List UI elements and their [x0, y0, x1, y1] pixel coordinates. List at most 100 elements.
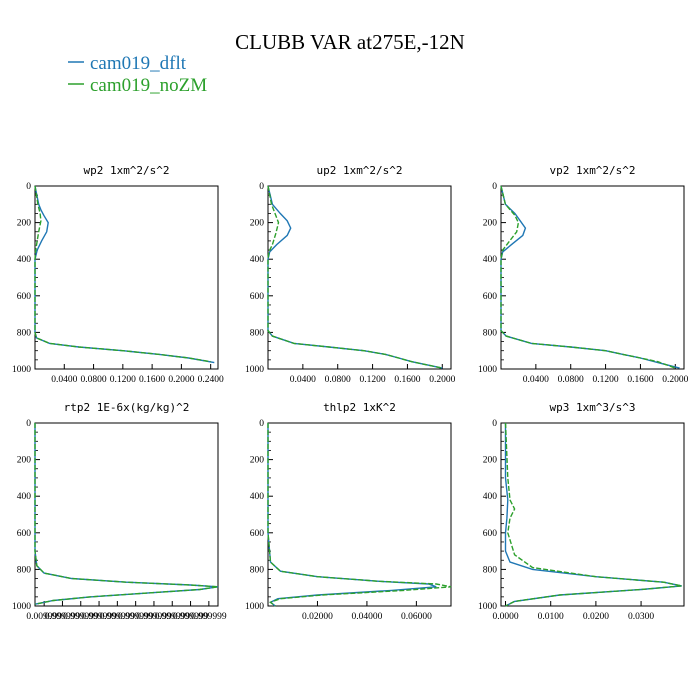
- y-tick-label: 600: [250, 292, 265, 302]
- x-tick-label: 0.1600: [139, 375, 165, 385]
- x-tick-label: 0.2000: [662, 375, 688, 385]
- chart-panel: up2 1xm^2/s^2 0 200 400 600 800 1000 0.0400 0.08…: [245, 164, 456, 385]
- panel-title: up2 1xm^2/s^2: [316, 164, 402, 177]
- panel-title: wp3 1xm^3/s^3: [549, 401, 635, 414]
- series-line-dflt: [267, 423, 437, 607]
- series-line-noZM: [34, 185, 211, 363]
- x-tick-label: 0.1200: [110, 375, 136, 385]
- y-tick-label: 800: [17, 328, 32, 338]
- series-line-noZM: [504, 422, 682, 607]
- y-tick-label: 0: [259, 182, 264, 192]
- x-tick-label: 0.1600: [394, 375, 420, 385]
- x-tick-label: 0.0400: [523, 375, 549, 385]
- series-line-noZM: [267, 185, 443, 369]
- y-tick-label: 400: [483, 492, 498, 502]
- x-tick-label: 0.009999: [26, 612, 62, 622]
- y-tick-label: 600: [483, 529, 498, 539]
- chart-panel: vp2 1xm^2/s^2 0 200 400 600 800 1000 0.0400 0.08…: [478, 164, 689, 385]
- y-tick-label: 0: [26, 182, 31, 192]
- series-line-dflt: [34, 185, 215, 364]
- y-tick-label: 1000: [245, 365, 264, 375]
- series-line-noZM: [500, 185, 676, 369]
- x-tick-label: 0.999999: [118, 612, 154, 622]
- x-tick-label: 0.06000: [401, 612, 432, 622]
- y-tick-label: 1000: [12, 602, 31, 612]
- y-tick-label: 1000: [478, 602, 497, 612]
- panel-title: vp2 1xm^2/s^2: [549, 164, 635, 177]
- x-tick-label: 0.02000: [302, 612, 333, 622]
- plot-frame: [500, 422, 685, 607]
- figure-title: CLUBB VAR at275E,-12N: [235, 30, 465, 54]
- x-tick-label: 0.0000: [492, 612, 518, 622]
- x-tick-label: 0.999999: [191, 612, 227, 622]
- y-tick-label: 0: [259, 419, 264, 429]
- y-tick-label: 800: [17, 565, 32, 575]
- y-tick-label: 1000: [478, 365, 497, 375]
- y-tick-label: 1000: [12, 365, 31, 375]
- chart-panel: rtp2 1E-6x(kg/kg)^2 0 200 400 600 800 10000.00…: [12, 401, 227, 622]
- x-tick-label: 0.0100: [538, 612, 564, 622]
- y-tick-label: 400: [17, 492, 32, 502]
- series-line-noZM: [34, 423, 219, 605]
- x-tick-label: 0.2400: [198, 375, 224, 385]
- y-tick-label: 200: [250, 219, 265, 229]
- y-tick-label: 400: [483, 255, 498, 265]
- y-tick-label: 800: [483, 328, 498, 338]
- x-tick-label: 0.2000: [168, 375, 194, 385]
- x-tick-label: 0.999999: [154, 612, 190, 622]
- series-line-dflt: [500, 185, 680, 369]
- panel-title: thlp2 1xK^2: [323, 401, 396, 414]
- y-tick-label: 800: [250, 565, 265, 575]
- x-tick-label: 0.999999: [45, 612, 81, 622]
- x-tick-label: 0.999999: [173, 612, 209, 622]
- y-tick-label: 600: [17, 529, 32, 539]
- y-tick-label: 200: [250, 456, 265, 466]
- x-tick-label: 0.1200: [593, 375, 619, 385]
- x-tick-label: 0.0800: [80, 375, 106, 385]
- chart-panel: wp2 1xm^2/s^2 0 200 400 600 800 1000 0.0400 0.08…: [12, 164, 224, 385]
- series-line-dflt: [267, 185, 443, 369]
- y-tick-label: 1000: [245, 602, 264, 612]
- x-tick-label: 0.1200: [360, 375, 386, 385]
- y-tick-label: 200: [483, 456, 498, 466]
- plot-frame: [267, 185, 452, 370]
- x-tick-label: 0.999999: [63, 612, 99, 622]
- y-tick-label: 600: [250, 529, 265, 539]
- y-tick-label: 400: [250, 492, 265, 502]
- plot-frame: [34, 185, 219, 370]
- y-tick-label: 400: [17, 255, 32, 265]
- y-tick-label: 600: [483, 292, 498, 302]
- chart-panel: thlp2 1xK^2 0 200 400 600 800 1000 0.02000 0.040…: [245, 401, 452, 622]
- x-tick-label: 0.0800: [558, 375, 584, 385]
- x-tick-label: 0.2000: [429, 375, 455, 385]
- y-tick-label: 400: [250, 255, 265, 265]
- y-tick-label: 800: [250, 328, 265, 338]
- plot-frame: [34, 422, 219, 607]
- x-tick-label: 0.0300: [628, 612, 654, 622]
- x-tick-label: 0.999999: [81, 612, 117, 622]
- series-line-dflt: [504, 423, 682, 607]
- x-tick-label: 0.0800: [325, 375, 351, 385]
- x-tick-label: 0.1600: [627, 375, 653, 385]
- panel-title: wp2 1xm^2/s^2: [83, 164, 169, 177]
- y-tick-label: 200: [17, 219, 32, 229]
- y-tick-label: 200: [17, 456, 32, 466]
- x-tick-label: 0.0200: [583, 612, 609, 622]
- y-tick-label: 0: [492, 182, 497, 192]
- x-tick-label: 0.0400: [51, 375, 77, 385]
- panel-title: rtp2 1E-6x(kg/kg)^2: [64, 401, 190, 414]
- legend-label-dflt: cam019_dflt: [90, 53, 187, 74]
- y-tick-label: 0: [26, 419, 31, 429]
- x-tick-label: 0.04000: [351, 612, 382, 622]
- x-tick-label: 0.0400: [290, 375, 316, 385]
- y-tick-label: 0: [492, 419, 497, 429]
- legend-label-noZM: cam019_noZM: [90, 75, 207, 96]
- y-tick-label: 800: [483, 565, 498, 575]
- plot-frame: [500, 185, 685, 370]
- x-tick-label: 0.999999: [136, 612, 172, 622]
- y-tick-label: 200: [483, 219, 498, 229]
- y-tick-label: 600: [17, 292, 32, 302]
